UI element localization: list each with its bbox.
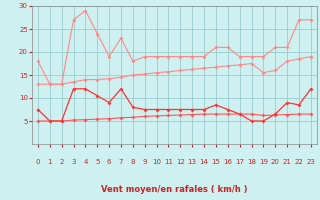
X-axis label: Vent moyen/en rafales ( km/h ): Vent moyen/en rafales ( km/h ) <box>101 185 248 194</box>
